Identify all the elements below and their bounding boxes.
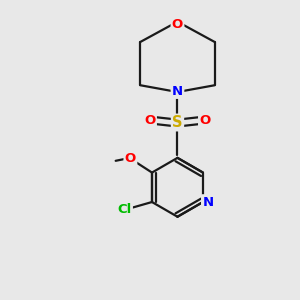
Text: S: S — [172, 115, 183, 130]
Text: O: O — [144, 114, 156, 127]
Text: Cl: Cl — [117, 203, 132, 216]
Text: N: N — [172, 85, 183, 98]
Text: O: O — [125, 152, 136, 165]
Text: O: O — [172, 18, 183, 31]
Text: N: N — [202, 196, 214, 208]
Text: O: O — [199, 114, 211, 127]
